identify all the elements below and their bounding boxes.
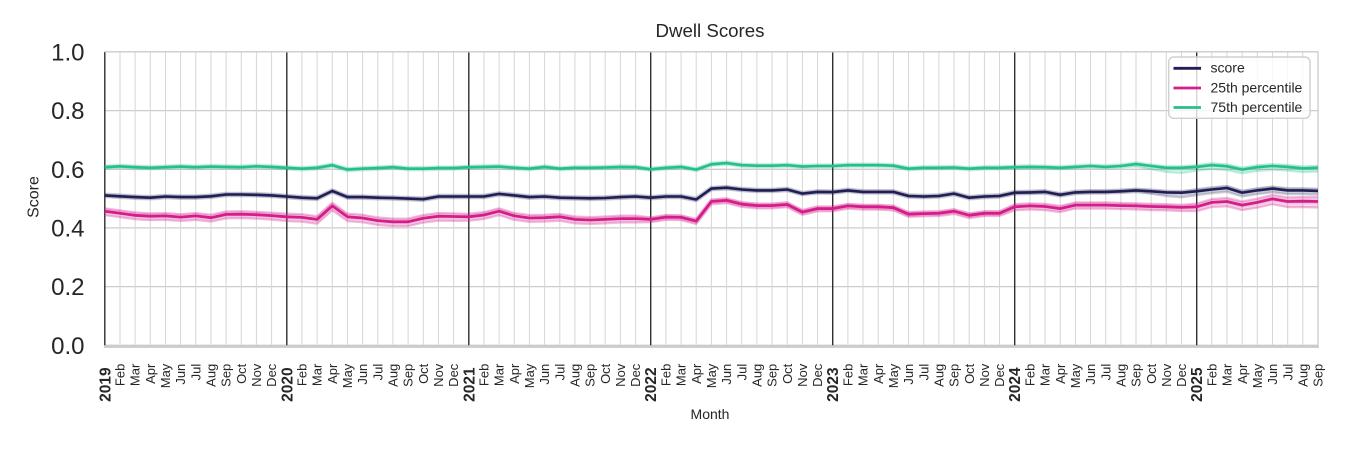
svg-text:Jul: Jul — [734, 364, 749, 381]
svg-text:Sep: Sep — [583, 364, 598, 387]
svg-text:Dec: Dec — [264, 363, 279, 387]
svg-text:May: May — [522, 363, 537, 388]
svg-text:Feb: Feb — [1023, 364, 1038, 386]
svg-text:Jul: Jul — [188, 364, 203, 381]
svg-text:May: May — [704, 363, 719, 388]
svg-text:Mar: Mar — [1038, 363, 1053, 386]
svg-text:Mar: Mar — [128, 363, 143, 386]
svg-text:May: May — [886, 363, 901, 388]
svg-text:Feb: Feb — [295, 364, 310, 386]
svg-text:Oct: Oct — [962, 363, 977, 384]
svg-text:Apr: Apr — [1053, 363, 1068, 384]
svg-text:Oct: Oct — [416, 363, 431, 384]
svg-text:Jun: Jun — [1083, 364, 1098, 385]
svg-text:Feb: Feb — [659, 364, 674, 386]
svg-text:May: May — [1068, 363, 1083, 388]
svg-text:2022: 2022 — [643, 367, 660, 401]
svg-text:2024: 2024 — [1007, 367, 1024, 402]
svg-text:Dec: Dec — [810, 363, 825, 387]
svg-text:Aug: Aug — [1295, 364, 1310, 387]
svg-text:Aug: Aug — [932, 364, 947, 387]
svg-text:Jun: Jun — [901, 364, 916, 385]
svg-text:Mar: Mar — [1220, 363, 1235, 386]
svg-text:Sep: Sep — [219, 364, 234, 387]
svg-text:2021: 2021 — [461, 367, 478, 402]
svg-text:Feb: Feb — [1204, 364, 1219, 386]
svg-text:Aug: Aug — [204, 364, 219, 387]
svg-text:Apr: Apr — [1235, 363, 1250, 384]
svg-text:Jun: Jun — [173, 364, 188, 385]
svg-text:0.2: 0.2 — [51, 274, 84, 301]
svg-text:Jul: Jul — [1280, 364, 1295, 381]
svg-text:Nov: Nov — [795, 363, 810, 387]
svg-text:Dwell Scores: Dwell Scores — [655, 20, 764, 41]
svg-text:Nov: Nov — [613, 363, 628, 387]
svg-text:Aug: Aug — [750, 364, 765, 387]
svg-text:0.4: 0.4 — [51, 216, 84, 243]
svg-text:Oct: Oct — [234, 363, 249, 384]
svg-text:Mar: Mar — [492, 363, 507, 386]
svg-text:0.6: 0.6 — [51, 157, 84, 184]
svg-text:Jul: Jul — [370, 364, 385, 381]
svg-text:Mar: Mar — [674, 363, 689, 386]
svg-text:Apr: Apr — [507, 363, 522, 384]
svg-text:Jul: Jul — [552, 364, 567, 381]
svg-text:Jun: Jun — [537, 364, 552, 385]
svg-text:2025: 2025 — [1189, 367, 1206, 402]
svg-text:Feb: Feb — [841, 364, 856, 386]
svg-text:Nov: Nov — [1159, 363, 1174, 387]
svg-text:2019: 2019 — [97, 367, 114, 402]
svg-text:Mar: Mar — [856, 363, 871, 386]
svg-text:Apr: Apr — [143, 363, 158, 384]
svg-text:Score: Score — [26, 176, 43, 218]
svg-text:Jun: Jun — [719, 364, 734, 385]
svg-text:Jun: Jun — [355, 364, 370, 385]
svg-text:Apr: Apr — [689, 363, 704, 384]
svg-text:May: May — [158, 363, 173, 388]
svg-text:Sep: Sep — [401, 364, 416, 387]
svg-text:Aug: Aug — [568, 364, 583, 387]
svg-text:Dec: Dec — [1174, 363, 1189, 387]
svg-text:1.0: 1.0 — [51, 40, 84, 67]
svg-text:Dec: Dec — [992, 363, 1007, 387]
svg-text:Feb: Feb — [477, 364, 492, 386]
svg-text:score: score — [1211, 60, 1245, 76]
svg-text:Oct: Oct — [780, 363, 795, 384]
svg-text:Dec: Dec — [628, 363, 643, 387]
svg-text:May: May — [1250, 363, 1265, 388]
svg-text:75th percentile: 75th percentile — [1211, 99, 1303, 115]
svg-text:Sep: Sep — [947, 364, 962, 387]
svg-text:Jun: Jun — [1265, 364, 1280, 385]
svg-text:May: May — [340, 363, 355, 388]
svg-text:2023: 2023 — [825, 367, 842, 402]
svg-text:Sep: Sep — [1311, 364, 1326, 387]
svg-text:Nov: Nov — [431, 363, 446, 387]
svg-text:Aug: Aug — [386, 364, 401, 387]
svg-text:Jul: Jul — [916, 364, 931, 381]
svg-text:Apr: Apr — [871, 363, 886, 384]
svg-text:Month: Month — [691, 406, 730, 422]
svg-text:Mar: Mar — [310, 363, 325, 386]
svg-text:Aug: Aug — [1114, 364, 1129, 387]
svg-text:25th percentile: 25th percentile — [1211, 79, 1303, 95]
svg-text:Oct: Oct — [598, 363, 613, 384]
svg-text:0.8: 0.8 — [51, 98, 84, 125]
svg-text:2020: 2020 — [279, 367, 296, 401]
svg-text:Jul: Jul — [1098, 364, 1113, 381]
svg-text:Feb: Feb — [113, 364, 128, 386]
svg-text:Oct: Oct — [1144, 363, 1159, 384]
svg-text:Sep: Sep — [1129, 364, 1144, 387]
svg-text:Nov: Nov — [977, 363, 992, 387]
svg-text:Sep: Sep — [765, 364, 780, 387]
svg-text:Dec: Dec — [446, 363, 461, 387]
svg-text:Nov: Nov — [249, 363, 264, 387]
svg-text:Apr: Apr — [325, 363, 340, 384]
svg-text:0.0: 0.0 — [51, 333, 84, 360]
